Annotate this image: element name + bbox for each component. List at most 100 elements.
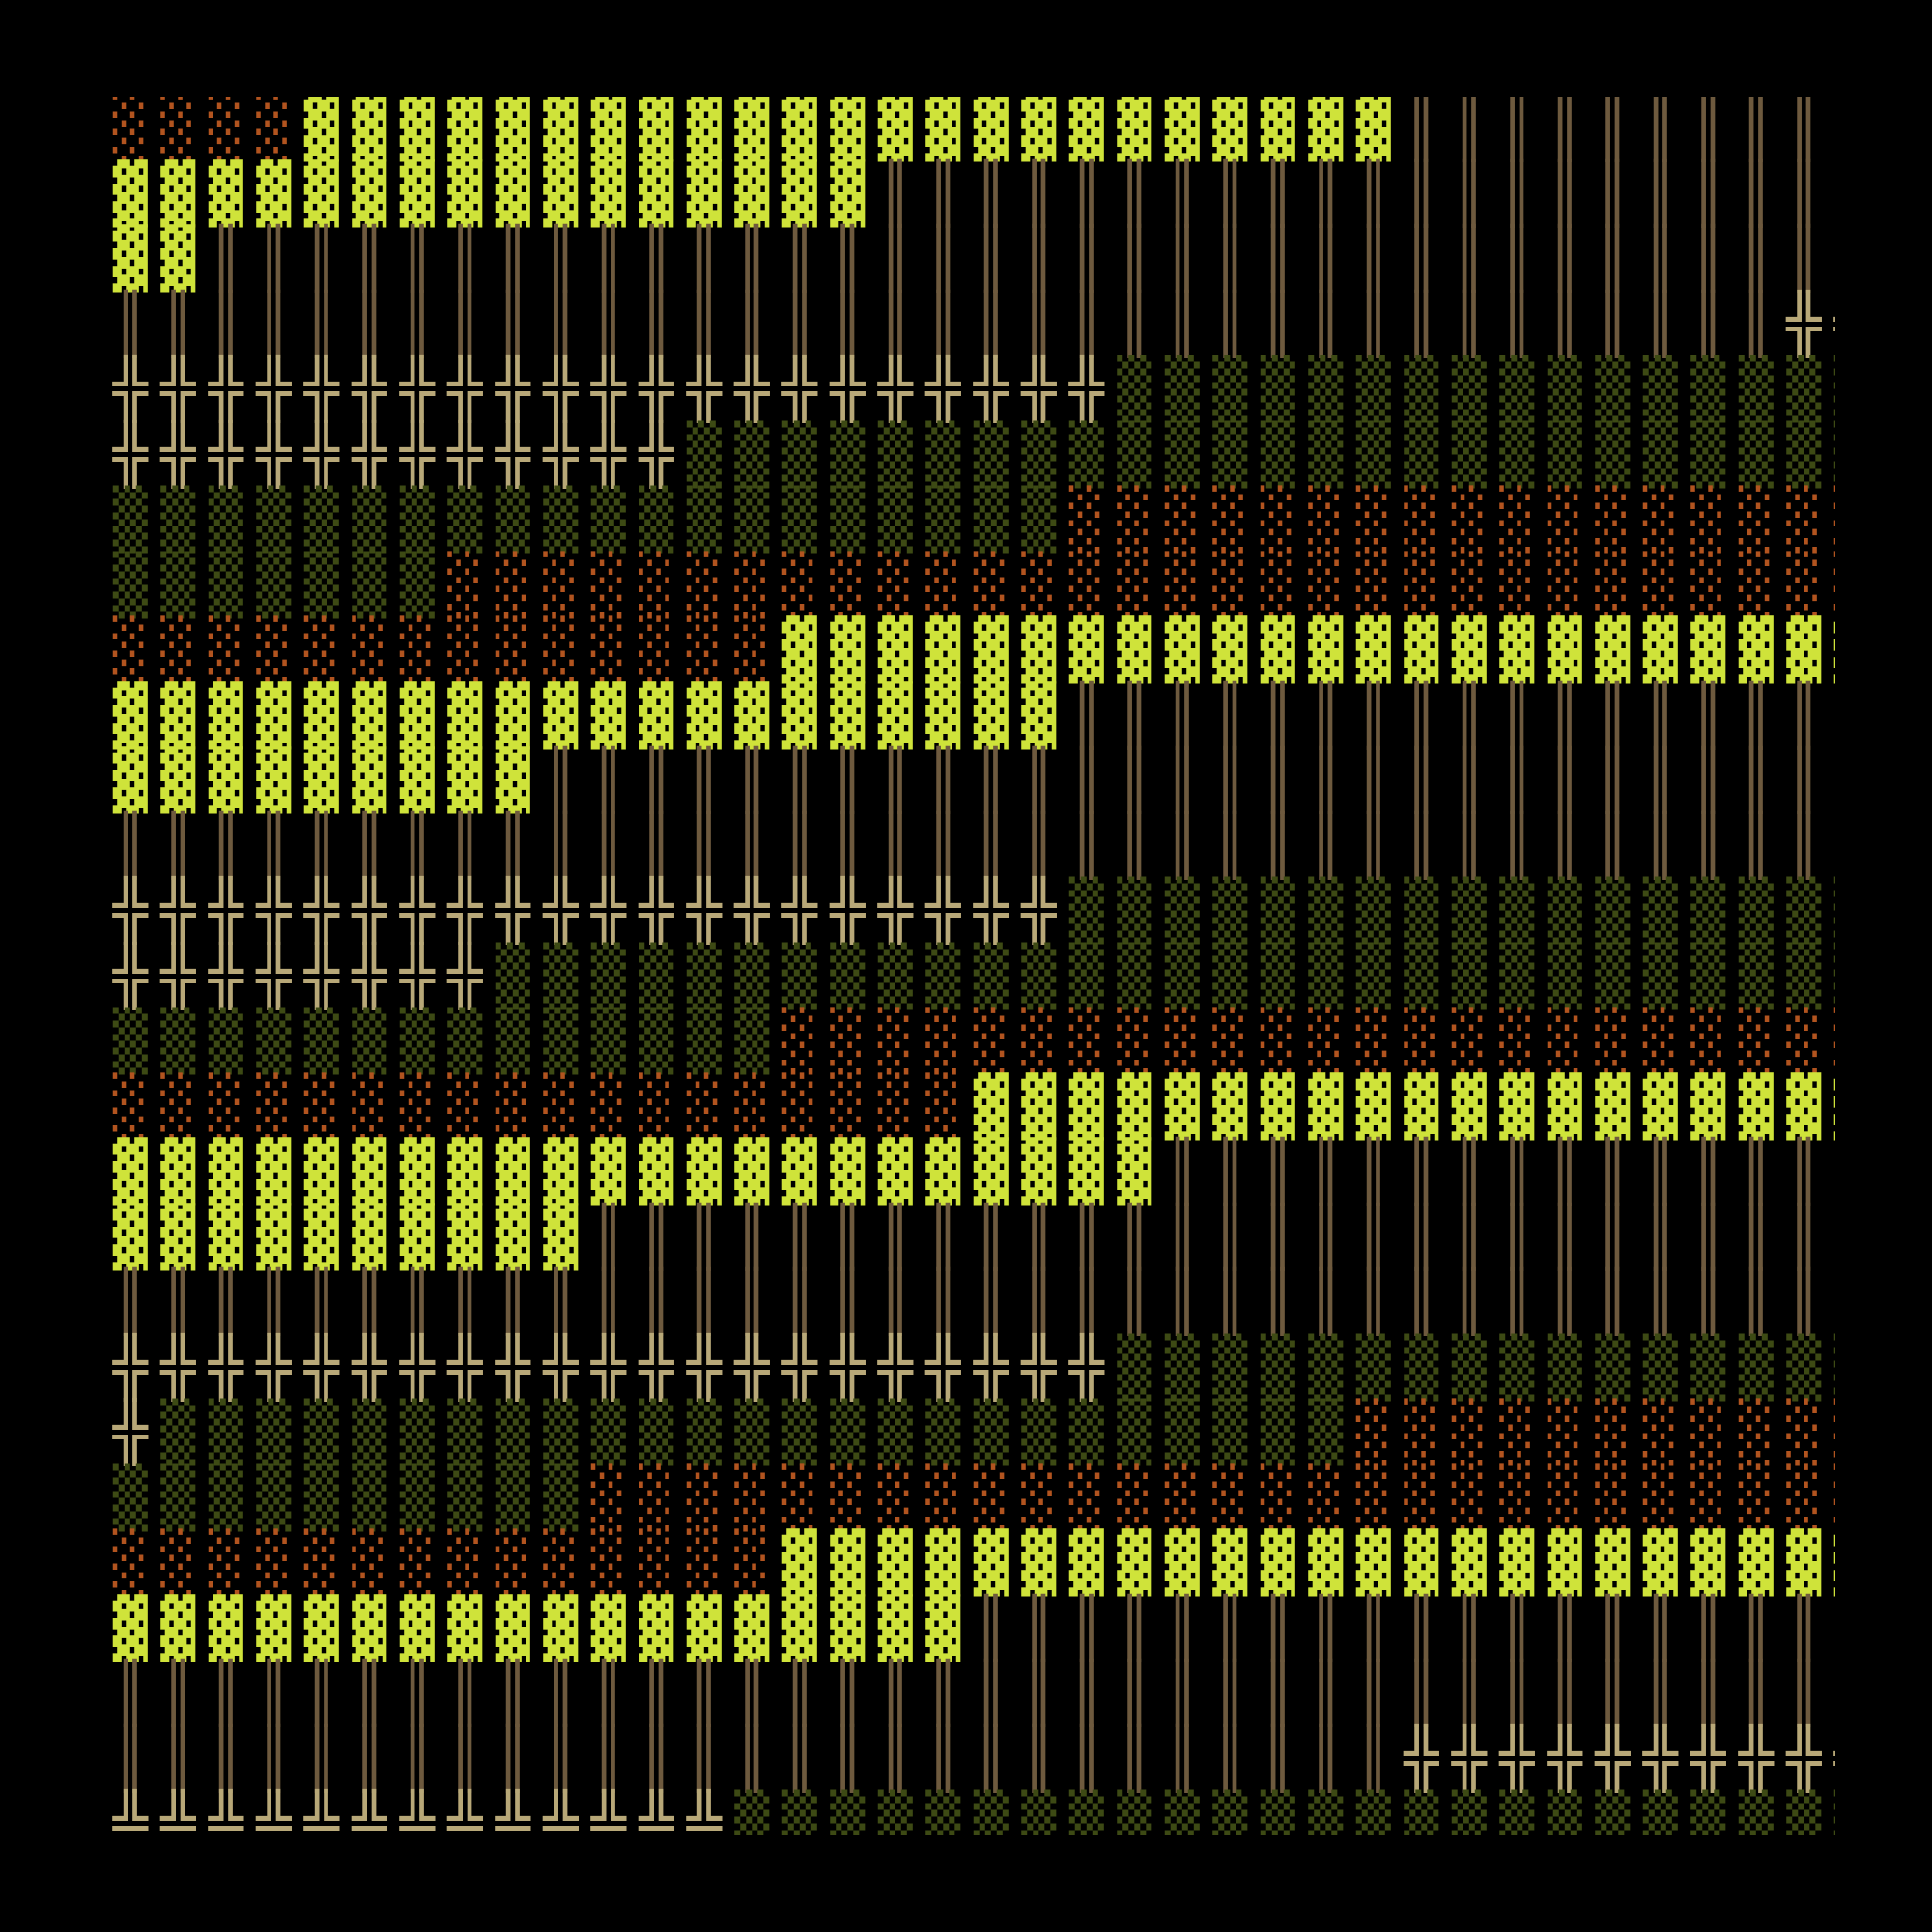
vertical-bars-tile: ║ bbox=[1068, 1268, 1104, 1336]
vertical-bars-tile: ║ bbox=[1828, 1139, 1835, 1206]
vertical-bars-tile: ║ bbox=[1260, 290, 1295, 358]
dotted-olive-block-tile: ▒ bbox=[1499, 877, 1535, 945]
vertical-bars-tile: ║ bbox=[1260, 1594, 1295, 1662]
dotted-olive-block-tile: ▒ bbox=[208, 1463, 243, 1532]
dotted-olive-block-tile: ▒ bbox=[1355, 1333, 1391, 1402]
dotted-rust-block-tile: ░ bbox=[208, 97, 243, 162]
vertical-bars-tile: ║ bbox=[1451, 747, 1487, 814]
dotted-olive-block-tile: ▒ bbox=[112, 1463, 148, 1532]
dotted-olive-block-tile: ▒ bbox=[1117, 420, 1152, 489]
glyph-grid: ░░░░▓▓▓▓▓▓▓▓▓▓▓▓▓▓▓▓▓▓▓▓▓▓▓║║║║║║║║║║║║║… bbox=[106, 97, 1835, 1835]
solid-lime-block-tile: ▓ bbox=[303, 747, 339, 814]
dotted-rust-block-tile: ░ bbox=[1547, 486, 1582, 554]
vertical-bars-tile: ║ bbox=[781, 1268, 817, 1336]
vertical-bars-tile: ║ bbox=[256, 1724, 292, 1793]
solid-lime-block-tile: ▓ bbox=[973, 1072, 1009, 1141]
dotted-olive-block-tile: ▒ bbox=[1355, 1790, 1391, 1835]
double-cross-tile: ╬ bbox=[303, 1333, 339, 1402]
double-t-up-tile: ╩ bbox=[208, 1790, 243, 1835]
double-cross-tile: ╬ bbox=[590, 1333, 626, 1402]
solid-lime-block-tile: ▓ bbox=[877, 1529, 913, 1597]
vertical-bars-tile: ║ bbox=[1021, 747, 1057, 814]
vertical-bars-tile: ║ bbox=[925, 290, 961, 358]
solid-lime-block-tile: ▓ bbox=[925, 681, 961, 750]
solid-lime-block-tile: ▓ bbox=[1164, 1072, 1200, 1141]
dotted-rust-block-tile: ░ bbox=[781, 1463, 817, 1532]
double-cross-tile: ╬ bbox=[877, 1333, 913, 1402]
vertical-bars-tile: ║ bbox=[590, 1268, 626, 1336]
double-cross-tile: ╬ bbox=[1021, 877, 1057, 945]
dotted-rust-block-tile: ░ bbox=[686, 551, 722, 619]
dotted-olive-block-tile: ▒ bbox=[973, 1399, 1009, 1466]
double-cross-tile: ╬ bbox=[1068, 355, 1104, 423]
solid-lime-block-tile: ▓ bbox=[1212, 1072, 1248, 1141]
vertical-bars-tile: ║ bbox=[160, 290, 196, 358]
dotted-rust-block-tile: ░ bbox=[543, 1072, 579, 1141]
solid-lime-block-tile: ▓ bbox=[112, 159, 148, 228]
dotted-rust-block-tile: ░ bbox=[734, 616, 770, 684]
double-cross-tile: ╬ bbox=[303, 942, 339, 1010]
vertical-bars-tile: ║ bbox=[973, 290, 1009, 358]
dotted-olive-block-tile: ▒ bbox=[1117, 942, 1152, 1010]
vertical-bars-tile: ║ bbox=[1642, 159, 1678, 228]
dotted-rust-block-tile: ░ bbox=[830, 1463, 866, 1532]
dotted-olive-block-tile: ▒ bbox=[925, 1790, 961, 1835]
vertical-bars-tile: ║ bbox=[1117, 159, 1152, 228]
vertical-bars-tile: ║ bbox=[1595, 225, 1631, 293]
vertical-bars-tile: ║ bbox=[925, 1660, 961, 1727]
vertical-bars-tile: ║ bbox=[734, 1203, 770, 1271]
dotted-olive-block-tile: ▒ bbox=[1828, 356, 1835, 423]
vertical-bars-tile: ║ bbox=[1308, 290, 1344, 358]
dotted-olive-block-tile: ▒ bbox=[1595, 355, 1631, 423]
solid-lime-block-tile: ▓ bbox=[399, 681, 435, 750]
dotted-olive-block-tile: ▒ bbox=[1595, 1333, 1631, 1402]
dotted-rust-block-tile: ░ bbox=[1260, 1008, 1295, 1075]
vertical-bars-tile: ║ bbox=[1068, 811, 1104, 880]
dotted-olive-block-tile: ▒ bbox=[1404, 420, 1439, 489]
vertical-bars-tile: ║ bbox=[1595, 747, 1631, 814]
solid-lime-block-tile: ▓ bbox=[590, 97, 626, 162]
dotted-rust-block-tile: ░ bbox=[1690, 1008, 1726, 1075]
solid-lime-block-tile: ▓ bbox=[1404, 1072, 1439, 1141]
solid-lime-block-tile: ▓ bbox=[399, 1203, 435, 1271]
vertical-bars-tile: ║ bbox=[781, 1660, 817, 1727]
double-cross-tile: ╬ bbox=[352, 942, 387, 1010]
vertical-bars-tile: ║ bbox=[590, 290, 626, 358]
vertical-bars-tile: ║ bbox=[1499, 1268, 1535, 1336]
vertical-bars-tile: ║ bbox=[1308, 1724, 1344, 1793]
dotted-olive-block-tile: ▒ bbox=[1164, 355, 1200, 423]
dotted-olive-block-tile: ▒ bbox=[1212, 1399, 1248, 1466]
solid-lime-block-tile: ▓ bbox=[877, 681, 913, 750]
dotted-rust-block-tile: ░ bbox=[1260, 551, 1295, 619]
double-cross-tile: ╬ bbox=[1595, 1724, 1631, 1793]
vertical-bars-tile: ║ bbox=[1547, 811, 1582, 880]
vertical-bars-tile: ║ bbox=[1499, 1203, 1535, 1271]
dotted-rust-block-tile: ░ bbox=[734, 1463, 770, 1532]
vertical-bars-tile: ║ bbox=[781, 811, 817, 880]
double-cross-tile: ╬ bbox=[686, 1333, 722, 1402]
double-cross-tile: ╬ bbox=[734, 1333, 770, 1402]
vertical-bars-tile: ║ bbox=[1308, 1594, 1344, 1662]
solid-lime-block-tile: ▓ bbox=[1021, 1072, 1057, 1141]
vertical-bars-tile: ║ bbox=[256, 225, 292, 293]
solid-lime-block-tile: ▓ bbox=[639, 1138, 674, 1206]
solid-lime-block-tile: ▓ bbox=[256, 159, 292, 228]
dotted-rust-block-tile: ░ bbox=[925, 551, 961, 619]
double-cross-tile: ╬ bbox=[495, 355, 530, 423]
solid-lime-block-tile: ▓ bbox=[399, 97, 435, 162]
dotted-rust-block-tile: ░ bbox=[1404, 551, 1439, 619]
vertical-bars-tile: ║ bbox=[1690, 97, 1726, 162]
double-cross-tile: ╬ bbox=[112, 942, 148, 1010]
dotted-rust-block-tile: ░ bbox=[447, 551, 483, 619]
dotted-rust-block-tile: ░ bbox=[1451, 1399, 1487, 1466]
solid-lime-block-tile: ▓ bbox=[781, 1529, 817, 1597]
double-cross-tile: ╬ bbox=[639, 355, 674, 423]
vertical-bars-tile: ║ bbox=[1164, 159, 1200, 228]
dotted-olive-block-tile: ▒ bbox=[1690, 1790, 1726, 1835]
dotted-rust-block-tile: ░ bbox=[1260, 1463, 1295, 1532]
vertical-bars-tile: ║ bbox=[877, 811, 913, 880]
solid-lime-block-tile: ▓ bbox=[1738, 1072, 1774, 1141]
vertical-bars-tile: ║ bbox=[1260, 1268, 1295, 1336]
dotted-olive-block-tile: ▒ bbox=[1786, 420, 1822, 489]
vertical-bars-tile: ║ bbox=[1828, 1661, 1835, 1727]
